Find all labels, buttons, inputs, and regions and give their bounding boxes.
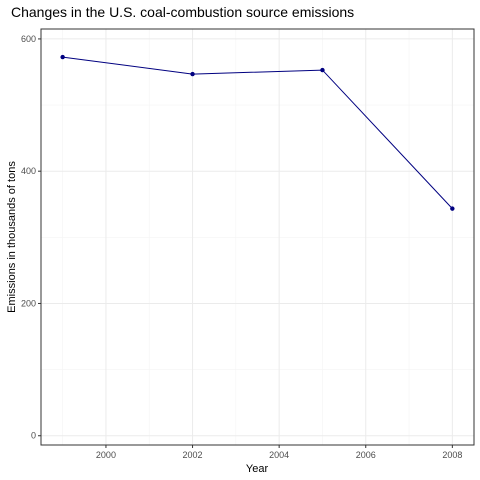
plot-panel	[40, 28, 475, 446]
axes: 2000 2002 2004 2006 2008 0 200 400 600	[21, 34, 462, 460]
x-tick-label: 2008	[442, 450, 462, 460]
y-tick-label: 400	[21, 166, 36, 176]
series	[60, 54, 455, 211]
x-tick-label: 2004	[269, 450, 289, 460]
y-tick-label: 600	[21, 34, 36, 44]
y-tick-label: 200	[21, 298, 36, 308]
x-tick-label: 2006	[356, 450, 376, 460]
data-point	[60, 54, 65, 60]
y-axis-label: Emissions in thousands of tons	[6, 161, 18, 313]
x-tick-label: 2000	[96, 450, 116, 460]
chart-title: Changes in the U.S. coal-combustion sour…	[11, 4, 354, 20]
grid	[41, 29, 474, 445]
data-point	[450, 206, 455, 211]
x-axis-label: Year	[246, 463, 269, 475]
data-point	[320, 67, 325, 73]
data-point	[190, 71, 195, 77]
series-line	[62, 56, 453, 209]
y-tick-label: 0	[31, 431, 36, 441]
x-tick-label: 2002	[183, 450, 203, 460]
